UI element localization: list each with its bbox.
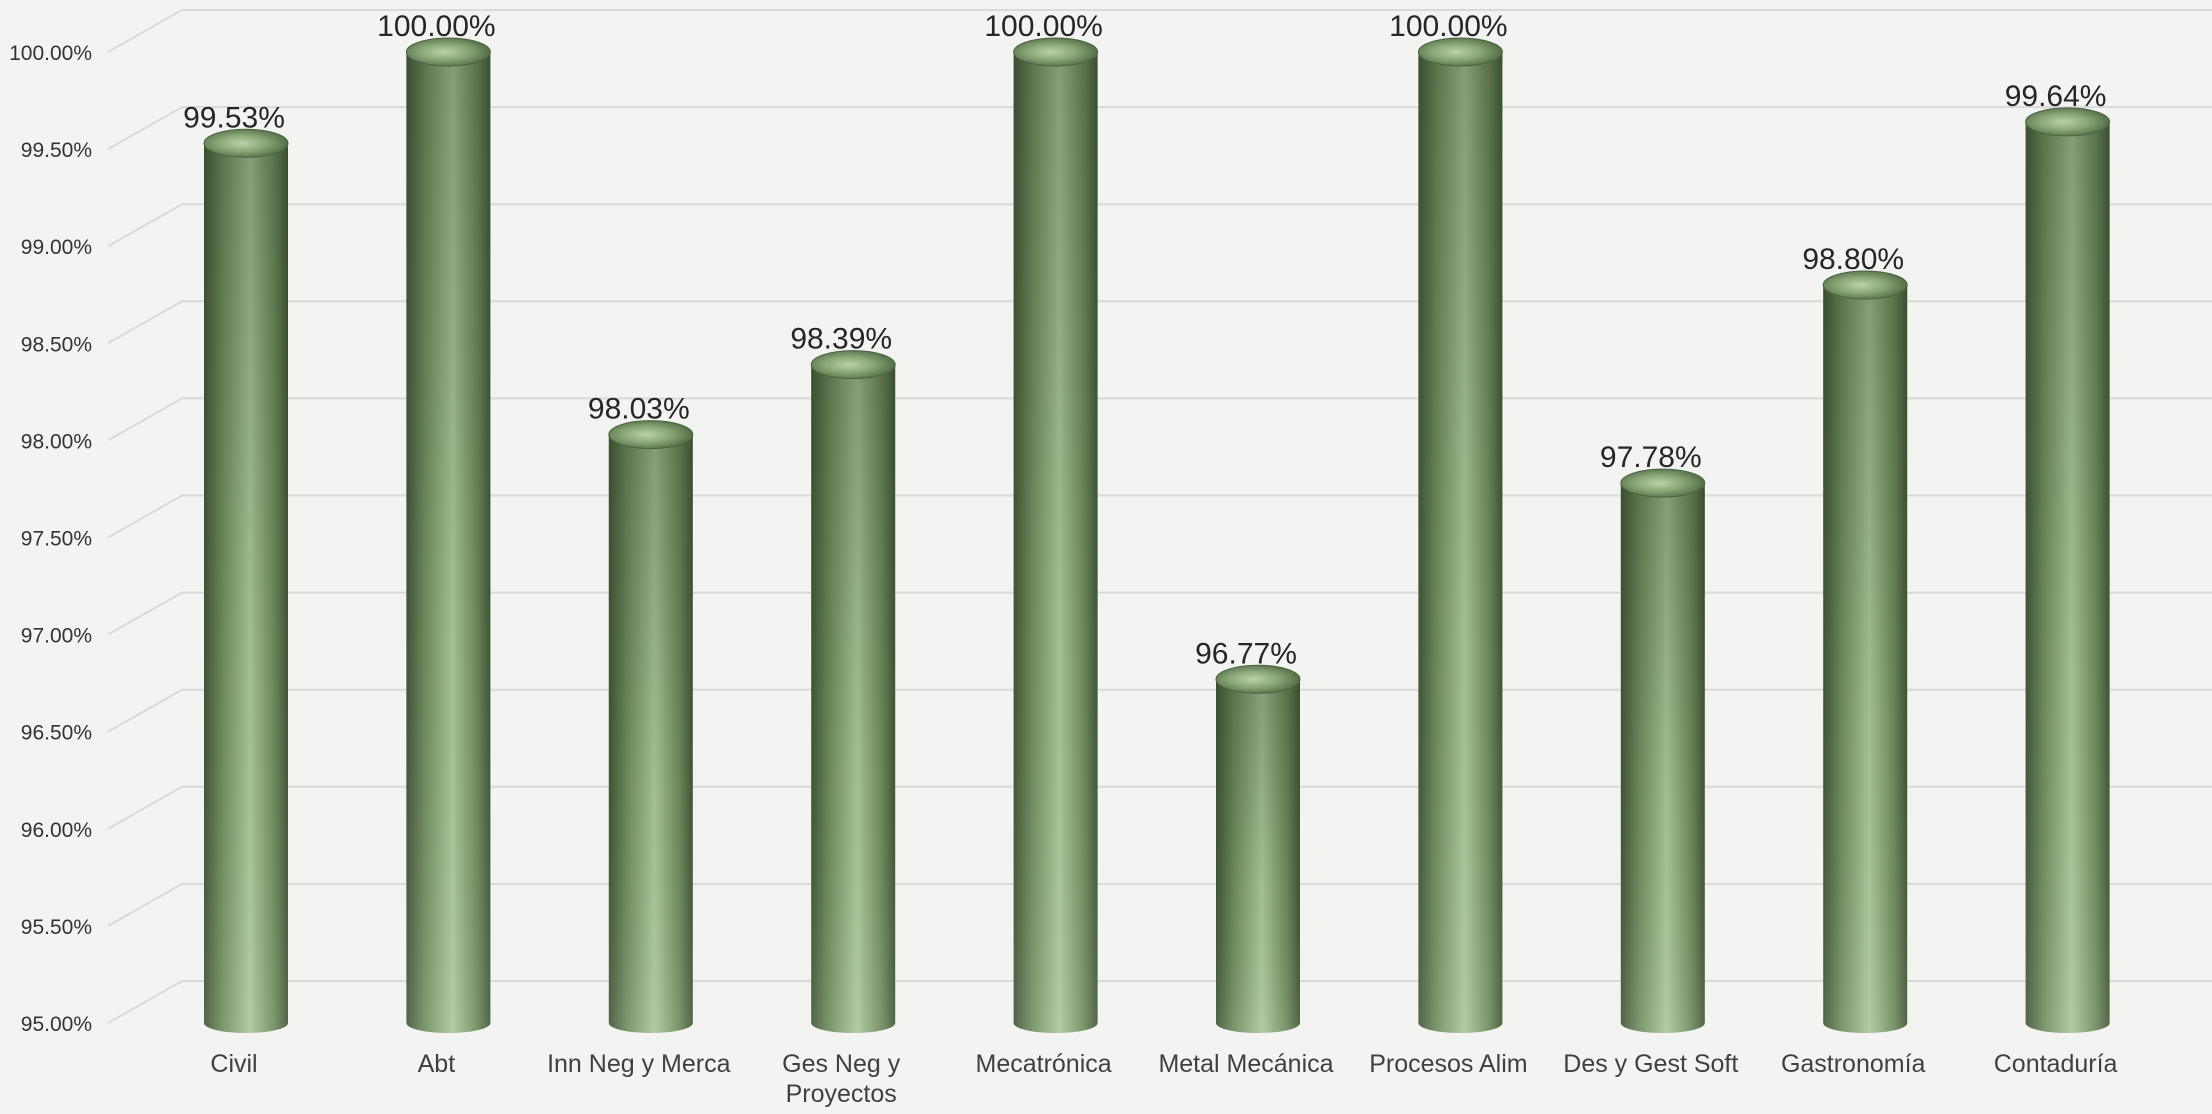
bar-shade [1013, 52, 1098, 1033]
data-label: 100.00% [1389, 10, 1507, 43]
bar [608, 420, 694, 1033]
gridline [107, 203, 2212, 248]
data-label: 100.00% [984, 10, 1102, 43]
bar-shade [1418, 52, 1503, 1033]
bar [1822, 270, 1908, 1033]
gridline [107, 785, 2212, 830]
gridline [107, 688, 2212, 733]
gridline [107, 882, 2212, 927]
category-label: Procesos Alim [1369, 1050, 1527, 1078]
bar-top [1215, 664, 1301, 694]
category-label: Gastronomía [1781, 1050, 1926, 1078]
y-tick-label: 95.00% [21, 1013, 92, 1036]
gridlines [107, 9, 2212, 1024]
bar-top [1417, 37, 1503, 67]
bar [810, 350, 896, 1033]
gridline [107, 494, 2212, 539]
data-label: 100.00% [377, 10, 495, 43]
data-labels: 99.53% 100.00% 98.03% 98.39% 100.00% 96.77% 10… [183, 10, 2106, 670]
category-label: Mecatrónica [976, 1050, 1112, 1078]
bars [203, 37, 2111, 1034]
data-label: 96.77% [1195, 637, 1297, 670]
bar-top [1013, 37, 1099, 67]
bar-shade [811, 364, 896, 1033]
gridline [107, 397, 2212, 442]
bar [1417, 37, 1503, 1033]
category-label: Inn Neg y Merca [547, 1050, 731, 1078]
category-label: Contaduría [1994, 1050, 2118, 1078]
gridline [107, 106, 2212, 150]
x-axis: Civil Abt Inn Neg y Merca Ges Neg y Proyecto… [210, 1050, 2117, 1108]
y-tick-label: 96.50% [21, 722, 92, 745]
data-label: 97.78% [1600, 441, 1702, 474]
data-label: 99.64% [2005, 80, 2107, 113]
gridline [107, 591, 2212, 636]
data-label: 99.53% [183, 101, 285, 134]
bar-top [405, 37, 491, 67]
bar [1215, 664, 1301, 1033]
bar-top [1822, 270, 1908, 300]
y-tick-label: 98.00% [21, 430, 92, 453]
bar-top [2025, 107, 2111, 137]
category-label: Abt [418, 1050, 456, 1078]
y-tick-label: 97.50% [21, 528, 92, 551]
bar-shade [1620, 483, 1705, 1033]
bar [405, 37, 491, 1033]
gridline [107, 980, 2212, 1024]
category-label: Civil [210, 1050, 257, 1078]
bar-top [203, 128, 289, 158]
y-tick-label: 96.00% [21, 819, 92, 842]
bar-shade [1823, 285, 1908, 1033]
data-label: 98.80% [1802, 243, 1904, 276]
y-tick-label: 97.00% [21, 625, 92, 648]
y-tick-label: 100.00% [9, 42, 92, 65]
y-tick-label: 99.50% [21, 139, 92, 162]
y-tick-label: 98.50% [21, 333, 92, 356]
y-tick-label: 99.00% [21, 236, 92, 259]
data-label: 98.39% [790, 323, 892, 356]
y-axis: 95.00% 95.50% 96.00% 96.50% 97.00% 97.50% 98.0… [9, 42, 92, 1036]
data-label: 98.03% [588, 393, 690, 426]
bar-shade [608, 434, 693, 1033]
bar-shade [406, 52, 491, 1033]
bar-shade [2025, 121, 2110, 1034]
bar [203, 128, 289, 1034]
category-label: Des y Gest Soft [1563, 1050, 1738, 1078]
bar-top [608, 420, 694, 450]
bar [1013, 37, 1099, 1033]
bar [2025, 107, 2111, 1034]
category-label: Metal Mecánica [1158, 1050, 1333, 1078]
bar [1620, 468, 1706, 1033]
bar-top [810, 350, 896, 380]
y-tick-label: 95.50% [21, 916, 92, 939]
bar-shade [1216, 679, 1300, 1033]
category-label: Ges Neg y Proyectos [782, 1050, 901, 1108]
bar-top [1620, 468, 1706, 498]
bar-shade [204, 143, 288, 1034]
gridline [107, 300, 2212, 345]
gridline [107, 9, 2212, 53]
